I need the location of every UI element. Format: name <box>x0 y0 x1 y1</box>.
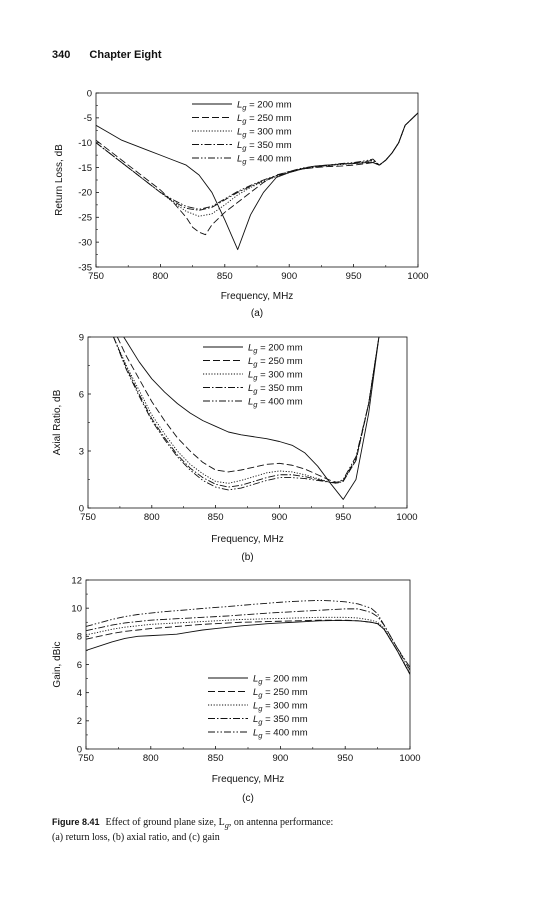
legend-entry: Lg = 300 mm <box>248 370 303 383</box>
x-tick-label: 750 <box>80 512 96 523</box>
x-tick-label: 850 <box>208 753 224 764</box>
y-tick-label: -5 <box>84 113 92 124</box>
series-line-3 <box>113 337 380 484</box>
series-line-4 <box>86 608 410 671</box>
subfigure-label: (c) <box>242 793 254 804</box>
legend-entry: Lg = 350 mm <box>248 383 303 396</box>
y-tick-label: 9 <box>79 332 84 343</box>
legend-entry: Lg = 400 mm <box>237 154 292 167</box>
figure-label: Figure 8.41 <box>52 817 100 827</box>
x-tick-label: 800 <box>144 512 160 523</box>
series-line-4 <box>113 337 380 488</box>
series-line-5 <box>86 599 410 668</box>
y-tick-label: 3 <box>79 446 84 457</box>
x-tick-label: 950 <box>346 271 362 282</box>
chart-return-loss: 750 800 850 900 950 1000 0 -5 -10 -15 -20 -25 -30 -35… <box>54 88 429 319</box>
y-tick-label: 4 <box>77 688 82 699</box>
series-line-5 <box>113 337 380 491</box>
chart-axial-ratio: 750 800 850 900 950 1000 0 3 6 9 Frequency, MHz Axi… <box>52 332 418 563</box>
x-tick-label: 850 <box>217 271 233 282</box>
chart-gain: 750 800 850 900 950 1000 0 2 4 6 8 10 12 Frequency, M… <box>52 575 421 804</box>
x-tick-label: 800 <box>152 271 168 282</box>
x-tick-label: 750 <box>88 271 104 282</box>
series-line-3 <box>86 616 410 674</box>
legend-entry: Lg = 250 mm <box>253 687 308 700</box>
y-tick-label: -25 <box>78 213 92 224</box>
y-tick-label: 10 <box>71 603 82 614</box>
y-tick-label: 6 <box>77 660 82 671</box>
x-axis-label: Frequency, MHz <box>211 534 284 545</box>
subfigure-label: (a) <box>251 308 263 319</box>
caption-line2: (a) return loss, (b) axial ratio, and (c… <box>52 832 220 843</box>
legend-entry: Lg = 200 mm <box>248 343 303 356</box>
series-line-5 <box>96 112 418 210</box>
x-tick-label: 1000 <box>399 753 420 764</box>
y-axis-label: Axial Ratio, dB <box>52 389 63 455</box>
x-tick-label: 900 <box>271 512 287 523</box>
y-tick-label: -20 <box>78 188 92 199</box>
legend-entry: Lg = 350 mm <box>237 140 292 153</box>
y-tick-label: -15 <box>78 163 92 174</box>
series-line-1 <box>86 620 410 675</box>
legend-entry: Lg = 250 mm <box>248 356 303 369</box>
y-tick-label: 0 <box>77 744 82 755</box>
y-tick-label: 8 <box>77 632 82 643</box>
x-tick-label: 750 <box>78 753 94 764</box>
legend-entry: Lg = 200 mm <box>253 674 308 687</box>
legend-entry: Lg = 350 mm <box>253 714 308 727</box>
x-tick-label: 800 <box>143 753 159 764</box>
x-tick-label: 900 <box>281 271 297 282</box>
x-tick-label: 950 <box>335 512 351 523</box>
y-tick-label: -10 <box>78 138 92 149</box>
caption-line1: Effect of ground plane size, L <box>105 817 225 828</box>
series-line-4 <box>96 112 418 211</box>
y-tick-label: 0 <box>87 88 92 99</box>
page-header: 340 Chapter Eight <box>52 49 162 61</box>
y-tick-label: 0 <box>79 503 84 514</box>
y-axis-label: Gain, dBic <box>52 641 63 687</box>
x-axis-label: Frequency, MHz <box>212 774 285 785</box>
figure-caption: Figure 8.41 Effect of ground plane size, … <box>52 816 472 844</box>
x-tick-label: 850 <box>208 512 224 523</box>
y-tick-label: -30 <box>78 237 92 248</box>
legend-entry: Lg = 250 mm <box>237 113 292 126</box>
series-line-1 <box>123 337 380 500</box>
y-tick-label: 2 <box>77 716 82 727</box>
y-tick-label: 12 <box>71 575 82 586</box>
x-tick-label: 1000 <box>407 271 428 282</box>
legend-entry: Lg = 300 mm <box>253 701 308 714</box>
legend-entry: Lg = 300 mm <box>237 127 292 140</box>
y-axis-label: Return Loss, dB <box>54 144 65 216</box>
legend-entry: Lg = 400 mm <box>248 397 303 410</box>
legend-entry: Lg = 200 mm <box>237 100 292 113</box>
x-axis-label: Frequency, MHz <box>221 291 294 302</box>
x-tick-label: 950 <box>337 753 353 764</box>
subfigure-label: (b) <box>241 552 253 563</box>
series-line-2 <box>86 619 410 675</box>
chapter-title: Chapter Eight <box>89 49 162 61</box>
x-tick-label: 900 <box>272 753 288 764</box>
caption-line1-end: , on antenna performance: <box>228 817 334 828</box>
legend-entry: Lg = 400 mm <box>253 728 308 741</box>
y-tick-label: -35 <box>78 262 92 273</box>
y-tick-label: 6 <box>79 389 84 400</box>
caption-sub: g <box>224 821 229 830</box>
page-number: 340 <box>52 49 71 61</box>
x-tick-label: 1000 <box>396 512 417 523</box>
